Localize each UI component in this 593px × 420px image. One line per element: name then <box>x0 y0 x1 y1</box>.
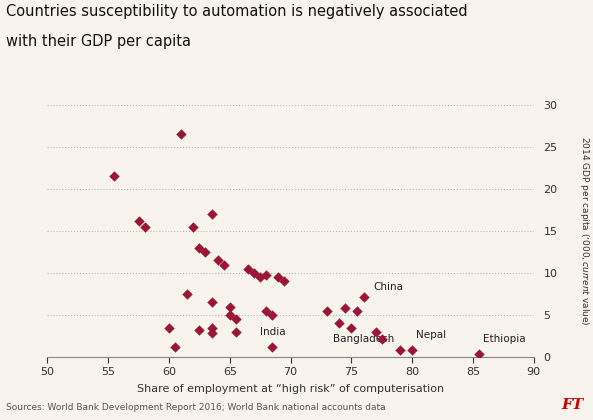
Point <box>262 271 271 278</box>
Point <box>200 249 210 255</box>
Point <box>395 347 404 354</box>
Point <box>407 347 417 354</box>
Point <box>280 278 289 285</box>
Point <box>262 307 271 314</box>
Point <box>183 291 192 297</box>
Point <box>359 293 368 300</box>
Point <box>207 324 216 331</box>
Point <box>195 244 204 251</box>
Point <box>231 316 241 323</box>
Point <box>164 324 174 331</box>
Point <box>176 131 186 138</box>
Point <box>340 305 350 312</box>
Point <box>134 218 144 224</box>
Text: Nepal: Nepal <box>416 330 446 340</box>
X-axis label: Share of employment at “high risk” of computerisation: Share of employment at “high risk” of co… <box>137 384 444 394</box>
Point <box>256 274 265 281</box>
Point <box>207 211 216 218</box>
Point <box>170 344 180 350</box>
Point <box>353 307 362 314</box>
Point <box>474 351 484 358</box>
Text: Countries susceptibility to automation is negatively associated: Countries susceptibility to automation i… <box>6 4 467 19</box>
Text: India: India <box>260 327 285 337</box>
Point <box>249 270 259 276</box>
Point <box>189 223 198 230</box>
Point <box>334 320 344 327</box>
Point <box>225 303 235 310</box>
Point <box>322 307 331 314</box>
Point <box>243 265 253 272</box>
Point <box>273 274 283 281</box>
Text: Sources: World Bank Development Report 2016; World Bank national accounts data: Sources: World Bank Development Report 2… <box>6 403 385 412</box>
Point <box>225 312 235 318</box>
Point <box>231 328 241 335</box>
Text: China: China <box>373 282 403 292</box>
Text: 2014 GDP per capita ($’000, current $ value): 2014 GDP per capita ($’000, current $ va… <box>578 136 591 326</box>
Text: with their GDP per capita: with their GDP per capita <box>6 34 191 49</box>
Point <box>207 330 216 337</box>
Point <box>110 173 119 180</box>
Point <box>267 344 277 350</box>
Point <box>371 328 380 335</box>
Point <box>195 327 204 333</box>
Point <box>267 312 277 318</box>
Point <box>346 324 356 331</box>
Point <box>207 299 216 306</box>
Point <box>219 261 228 268</box>
Text: Bangladesh: Bangladesh <box>333 333 394 344</box>
Point <box>213 257 222 264</box>
Text: FT: FT <box>562 398 584 412</box>
Point <box>140 223 149 230</box>
Text: Ethiopia: Ethiopia <box>483 333 525 344</box>
Point <box>377 335 387 342</box>
